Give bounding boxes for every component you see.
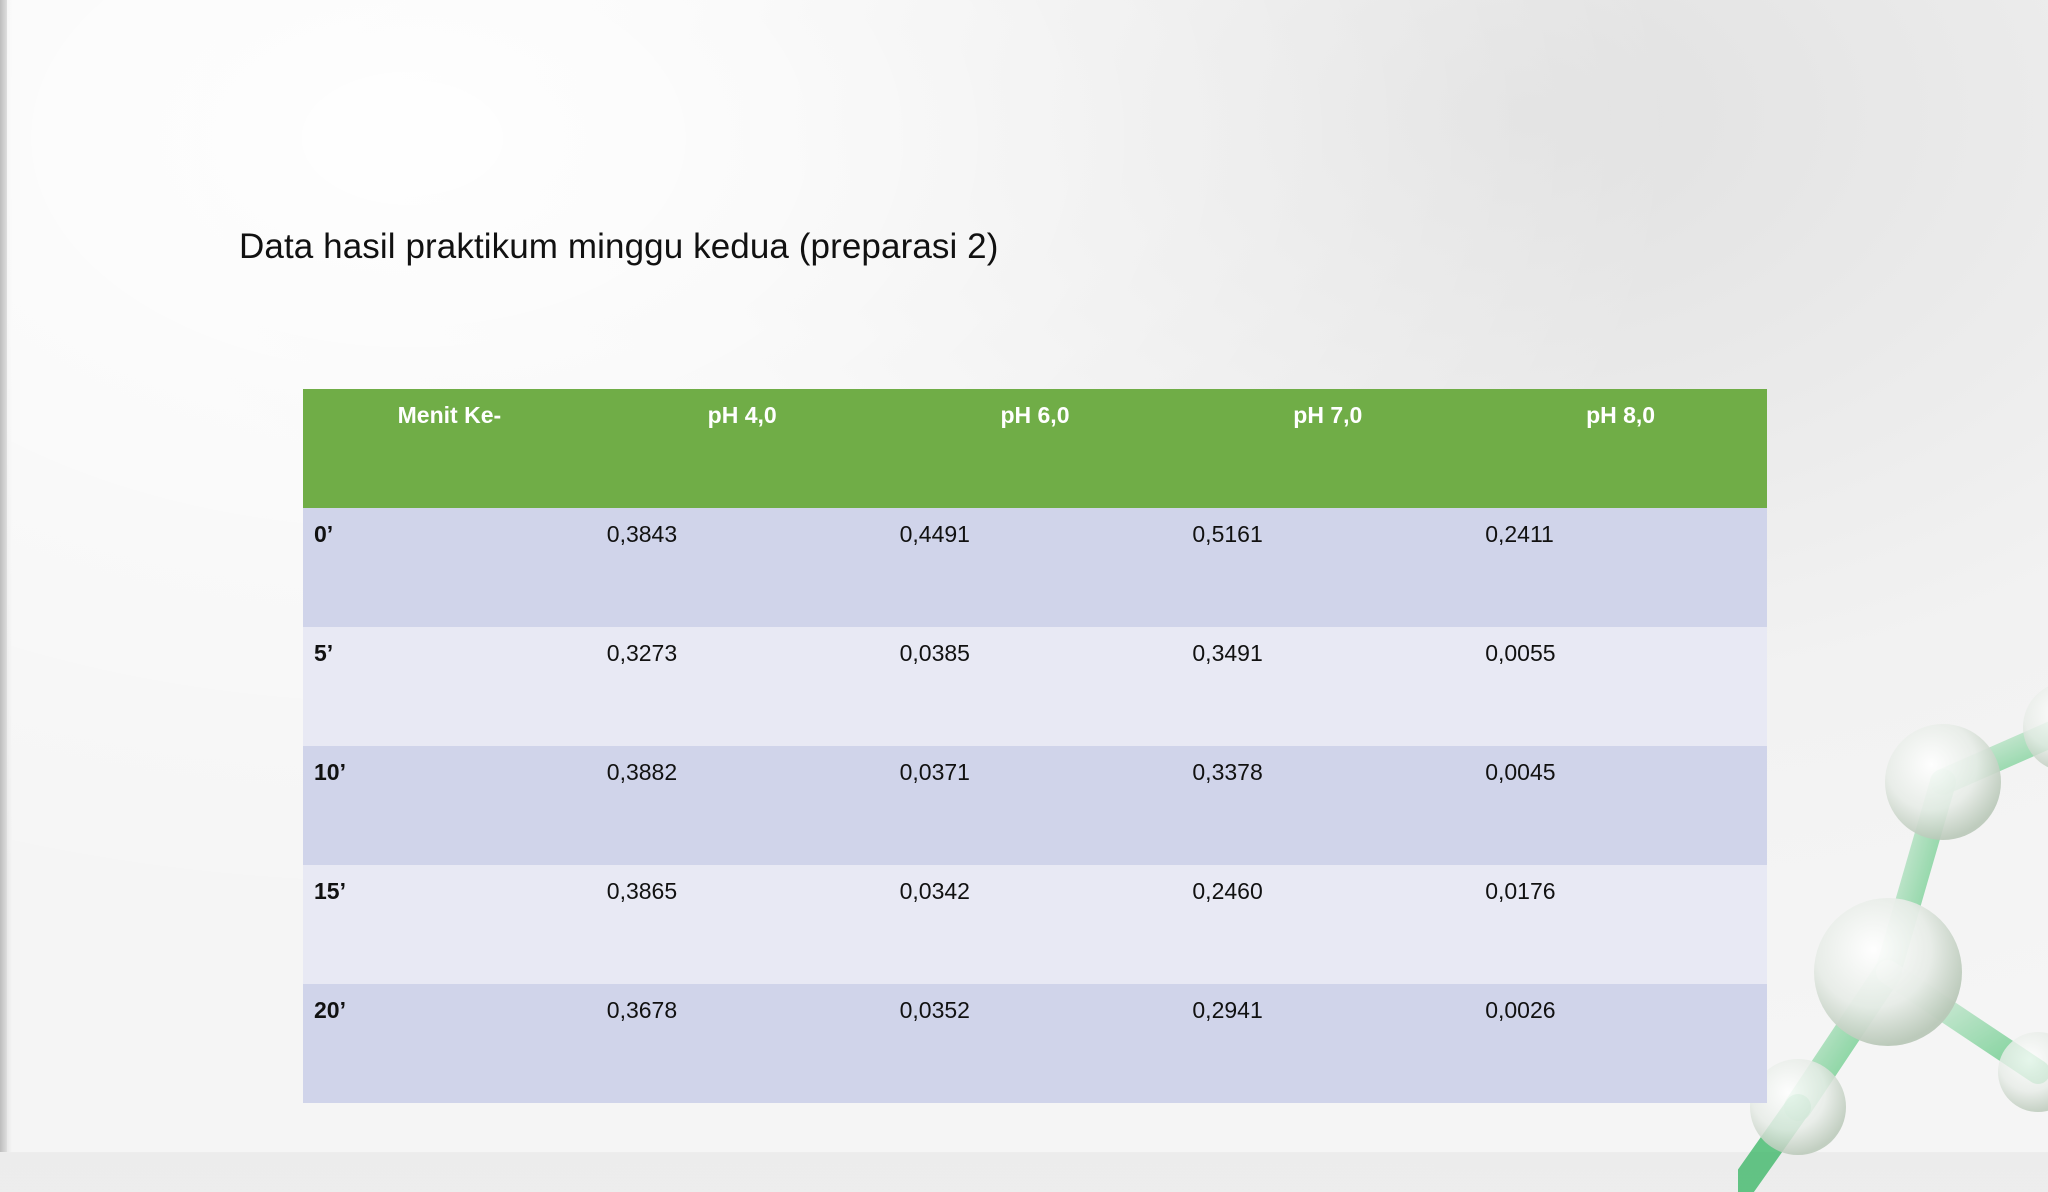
table-row: 20’ 0,3678 0,0352 0,2941 0,0026 xyxy=(303,984,1767,1103)
table-cell-minute: 0’ xyxy=(303,508,596,627)
table-cell-value: 0,3865 xyxy=(595,865,889,984)
table-cell-value: 0,5161 xyxy=(1181,508,1475,627)
table-cell-minute: 20’ xyxy=(303,984,596,1103)
table-cell-value: 0,3378 xyxy=(1181,746,1475,865)
table-cell-value: 0,3882 xyxy=(595,746,889,865)
table-cell-value: 0,0055 xyxy=(1474,627,1767,746)
table-cell-value: 0,3491 xyxy=(1181,627,1475,746)
table-row: 0’ 0,3843 0,4491 0,5161 0,2411 xyxy=(303,508,1767,627)
table-cell-minute: 15’ xyxy=(303,865,596,984)
table-cell-value: 0,3843 xyxy=(595,508,889,627)
table-cell-value: 0,0371 xyxy=(888,746,1182,865)
table-cell-value: 0,0176 xyxy=(1474,865,1767,984)
header-cell-ph-7: pH 7,0 xyxy=(1181,389,1475,508)
slide-left-edge xyxy=(0,0,7,1152)
table-cell-value: 0,2941 xyxy=(1181,984,1475,1103)
table-row: 15’ 0,3865 0,0342 0,2460 0,0176 xyxy=(303,865,1767,984)
table-cell-value: 0,3678 xyxy=(595,984,889,1103)
table-row: 5’ 0,3273 0,0385 0,3491 0,0055 xyxy=(303,627,1767,746)
header-cell-ph-6: pH 6,0 xyxy=(888,389,1182,508)
table-cell-minute: 5’ xyxy=(303,627,596,746)
table-header-row: Menit Ke- pH 4,0 pH 6,0 pH 7,0 pH 8,0 xyxy=(303,389,1767,508)
table-cell-value: 0,0352 xyxy=(888,984,1182,1103)
header-cell-ph-4: pH 4,0 xyxy=(595,389,889,508)
table-cell-value: 0,2460 xyxy=(1181,865,1475,984)
table-cell-value: 0,2411 xyxy=(1474,508,1767,627)
slide-title: Data hasil praktikum minggu kedua (prepa… xyxy=(239,227,999,266)
table-cell-minute: 10’ xyxy=(303,746,596,865)
table-cell-value: 0,0385 xyxy=(888,627,1182,746)
table-cell-value: 0,3273 xyxy=(595,627,889,746)
table-cell-value: 0,0026 xyxy=(1474,984,1767,1103)
table-cell-value: 0,0342 xyxy=(888,865,1182,984)
data-table-container: Menit Ke- pH 4,0 pH 6,0 pH 7,0 pH 8,0 0’… xyxy=(303,389,1767,1103)
table-cell-value: 0,4491 xyxy=(888,508,1182,627)
table-row: 10’ 0,3882 0,0371 0,3378 0,0045 xyxy=(303,746,1767,865)
data-table: Menit Ke- pH 4,0 pH 6,0 pH 7,0 pH 8,0 0’… xyxy=(303,389,1767,1103)
table-cell-value: 0,0045 xyxy=(1474,746,1767,865)
header-cell-minute: Menit Ke- xyxy=(303,389,596,508)
header-cell-ph-8: pH 8,0 xyxy=(1474,389,1767,508)
